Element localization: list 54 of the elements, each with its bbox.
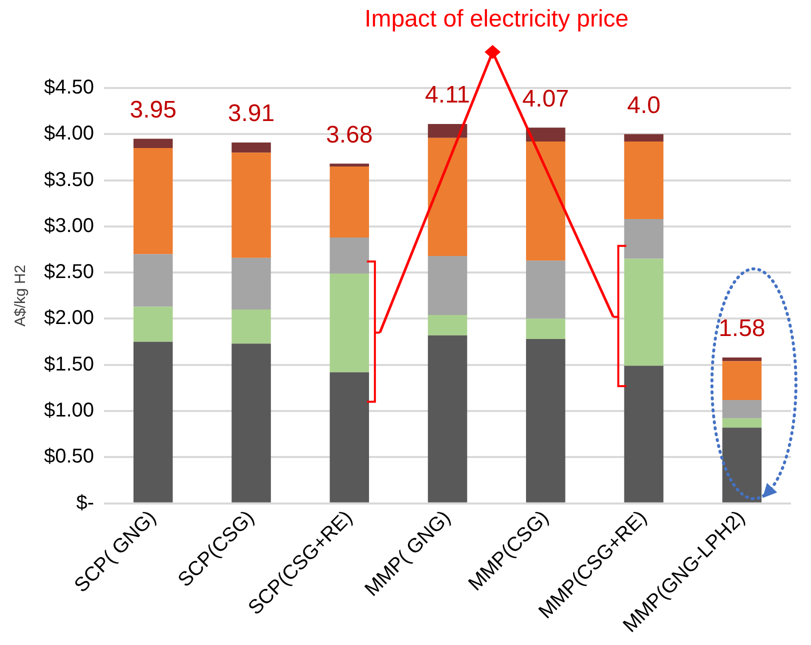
bar bbox=[722, 357, 762, 362]
bar bbox=[428, 138, 468, 256]
total-label: 3.68 bbox=[326, 121, 373, 148]
total-label: 1.58 bbox=[718, 315, 766, 342]
bar bbox=[330, 166, 370, 238]
y-tick-label: $0.50 bbox=[44, 446, 94, 468]
bar bbox=[232, 310, 271, 344]
bar bbox=[232, 258, 271, 310]
total-label: 3.95 bbox=[130, 96, 176, 124]
y-tick-label: $- bbox=[76, 492, 94, 514]
text: Impact of electricity price bbox=[364, 6, 629, 33]
total-label: 3.91 bbox=[228, 100, 275, 128]
bar bbox=[624, 366, 664, 502]
y-axis-title: A$/kg H2 bbox=[12, 264, 30, 327]
y-tick-label: $4.50 bbox=[44, 76, 94, 99]
y-tick-label: $1.00 bbox=[44, 400, 94, 422]
bar bbox=[624, 142, 664, 220]
bar bbox=[428, 256, 468, 316]
bar bbox=[428, 315, 468, 336]
bar bbox=[428, 335, 468, 502]
bar bbox=[722, 361, 762, 400]
bar bbox=[526, 339, 566, 502]
bar bbox=[624, 219, 664, 259]
bar bbox=[330, 238, 370, 274]
bar bbox=[232, 152, 271, 258]
bar bbox=[428, 124, 468, 138]
y-tick-label: $1.50 bbox=[44, 353, 94, 376]
bar bbox=[232, 344, 271, 502]
bar bbox=[330, 274, 370, 372]
bar bbox=[133, 148, 173, 254]
bar bbox=[526, 318, 566, 340]
bar bbox=[526, 142, 566, 261]
total-label: 4.07 bbox=[522, 85, 570, 112]
y-tick-label: $3.50 bbox=[44, 168, 94, 191]
total-label: 4.11 bbox=[425, 82, 470, 109]
bar bbox=[133, 138, 173, 148]
y-tick-label: $4.00 bbox=[44, 122, 94, 145]
y-tick-label: $3.00 bbox=[44, 214, 94, 237]
bar bbox=[624, 258, 664, 366]
bar bbox=[722, 418, 762, 428]
bar bbox=[232, 142, 271, 153]
bar bbox=[526, 128, 566, 142]
bar bbox=[330, 372, 370, 502]
bar bbox=[330, 164, 370, 166]
y-tick-label: $2.50 bbox=[44, 261, 94, 284]
bar bbox=[722, 428, 762, 502]
y-tick-label: $2.00 bbox=[44, 307, 94, 330]
bar bbox=[133, 254, 173, 307]
bar bbox=[133, 342, 173, 502]
total-label: 4.0 bbox=[627, 92, 660, 119]
bar bbox=[526, 260, 566, 319]
bar bbox=[722, 400, 762, 418]
bar bbox=[133, 306, 173, 342]
bar bbox=[624, 134, 664, 142]
